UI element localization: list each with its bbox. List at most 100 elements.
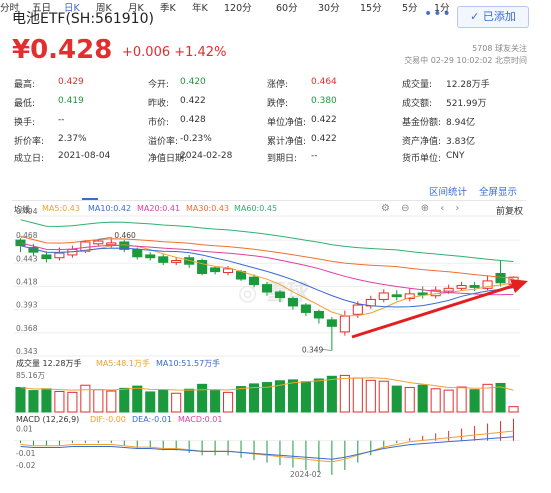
candle-body (106, 242, 117, 246)
candle-body (469, 285, 480, 288)
volume-axis-top: 85.16万 (16, 371, 45, 380)
tab-period[interactable]: 15分 (360, 3, 382, 14)
arrow-head-icon (510, 279, 528, 293)
watcher-count: 5708 球友关注 (472, 44, 527, 53)
volume-bar (456, 386, 467, 413)
volume-bar (54, 390, 65, 413)
quote-label: 基金份额: (402, 118, 442, 128)
quote-value: 2024-02-28 (180, 151, 233, 161)
volume-bar (430, 388, 441, 413)
quote-value: 0.429 (58, 77, 84, 87)
candle-body (443, 287, 454, 292)
tab-period[interactable]: 月K (128, 3, 144, 14)
tab-period[interactable]: 60分 (276, 3, 298, 14)
ma20-legend: MA20:0.41 (137, 204, 181, 213)
price-tick-label: 0.443 (16, 254, 38, 263)
quote-value: 12.28万手 (446, 80, 490, 90)
high-annotation: 0.460 (114, 231, 136, 240)
tab-period[interactable]: 日K (64, 3, 80, 14)
candle-body (326, 319, 337, 327)
candle-body (184, 257, 195, 265)
volume-bar (378, 380, 389, 413)
chart-tools[interactable]: ⚙ ⊖ ⊕ ‹ › (381, 203, 464, 214)
volume-bar (223, 391, 234, 413)
volume-bar (274, 380, 286, 413)
candle-body (404, 293, 415, 300)
quote-value: 0.422 (311, 115, 337, 125)
quote-label: 溢价率: (148, 137, 179, 147)
quote-label: 到期日: (267, 154, 298, 164)
volume-bar (248, 383, 260, 413)
tab-period[interactable]: 周K (96, 3, 112, 14)
quote-value: 8.94亿 (446, 118, 476, 128)
macd-dif-legend: DIF:-0.00 (90, 415, 126, 424)
macd-tick-label: 0.01 (16, 424, 33, 433)
fullscreen-link[interactable]: 全屏显示 (479, 187, 518, 198)
candle-body (313, 310, 324, 319)
quote-value: 521.99万 (446, 99, 487, 109)
quote-label: 净值日期: (148, 154, 188, 164)
candle-body (248, 276, 260, 286)
x-axis-label: 2024-02 (290, 470, 322, 479)
tab-period[interactable]: 分时 (0, 3, 20, 14)
ma10-line (20, 245, 514, 308)
more-icon[interactable]: ••• (424, 6, 452, 22)
tab-period[interactable]: 5分 (402, 3, 418, 14)
watermark-logo: ◎ 雪球 (238, 281, 310, 306)
candle-body (93, 240, 104, 245)
volume-bar (93, 389, 104, 413)
candle-body (482, 280, 493, 289)
macd-tick-label: -0.01 (16, 449, 36, 458)
tab-period[interactable]: 季K (160, 3, 176, 14)
volume-bar (495, 382, 506, 413)
ma10-legend: MA10:0.42 (88, 204, 132, 213)
macd-dea-legend: DEA:-0.01 (132, 415, 172, 424)
candle-body (274, 291, 286, 299)
quote-label: 最低: (14, 99, 36, 109)
candle-body (261, 284, 273, 293)
candle-body (391, 294, 402, 298)
quote-label: 最高: (14, 80, 36, 90)
candle-body (171, 260, 182, 263)
quote-value: 0.422 (180, 96, 206, 106)
quote-label: 单位净值: (267, 118, 307, 128)
candle-body (287, 298, 298, 307)
price-tick-label: 0.468 (16, 231, 38, 240)
ma60-line (20, 219, 514, 262)
volume-bar (326, 375, 337, 413)
restore-button[interactable]: 前复权 (496, 207, 524, 217)
volume-bar (119, 387, 130, 413)
divider (12, 200, 526, 201)
volume-bar (404, 386, 415, 413)
volume-bar (28, 390, 39, 413)
tab-period[interactable]: 120分 (224, 3, 252, 14)
interval-stats-link[interactable]: 区间统计 (429, 187, 468, 198)
macd-legend-label: MACD (12,26,9) (16, 415, 80, 424)
tab-period[interactable]: 五日 (32, 3, 52, 14)
candle-body (378, 292, 389, 300)
ma20-line (20, 242, 514, 296)
volume-bar (184, 388, 195, 413)
quote-value: -0.23% (180, 134, 212, 144)
ma5-line (20, 244, 514, 317)
volume-bar (15, 386, 26, 413)
arrow-shaft (351, 283, 517, 339)
low-annotation: 0.349 (302, 345, 324, 354)
candle-body (300, 304, 311, 313)
tab-period[interactable]: 1分 (434, 3, 450, 14)
watch-button[interactable]: ✓ 已添加 (457, 6, 529, 28)
quote-label: 折价率: (14, 137, 45, 147)
quote-label: 累计净值: (267, 137, 307, 147)
volume-bar (132, 385, 143, 413)
quote-value: 0.422 (311, 134, 337, 144)
tab-period[interactable]: 年K (192, 3, 208, 14)
quote-label: 昨收: (148, 99, 170, 109)
volume-bar (352, 377, 363, 413)
quote-label: 今开: (148, 80, 170, 90)
candle-body (495, 272, 506, 284)
tab-period[interactable]: 30分 (318, 3, 340, 14)
candle-body (417, 292, 428, 296)
volume-ma10-legend: MA10:51.57万手 (156, 359, 221, 368)
candle-body (210, 267, 221, 273)
